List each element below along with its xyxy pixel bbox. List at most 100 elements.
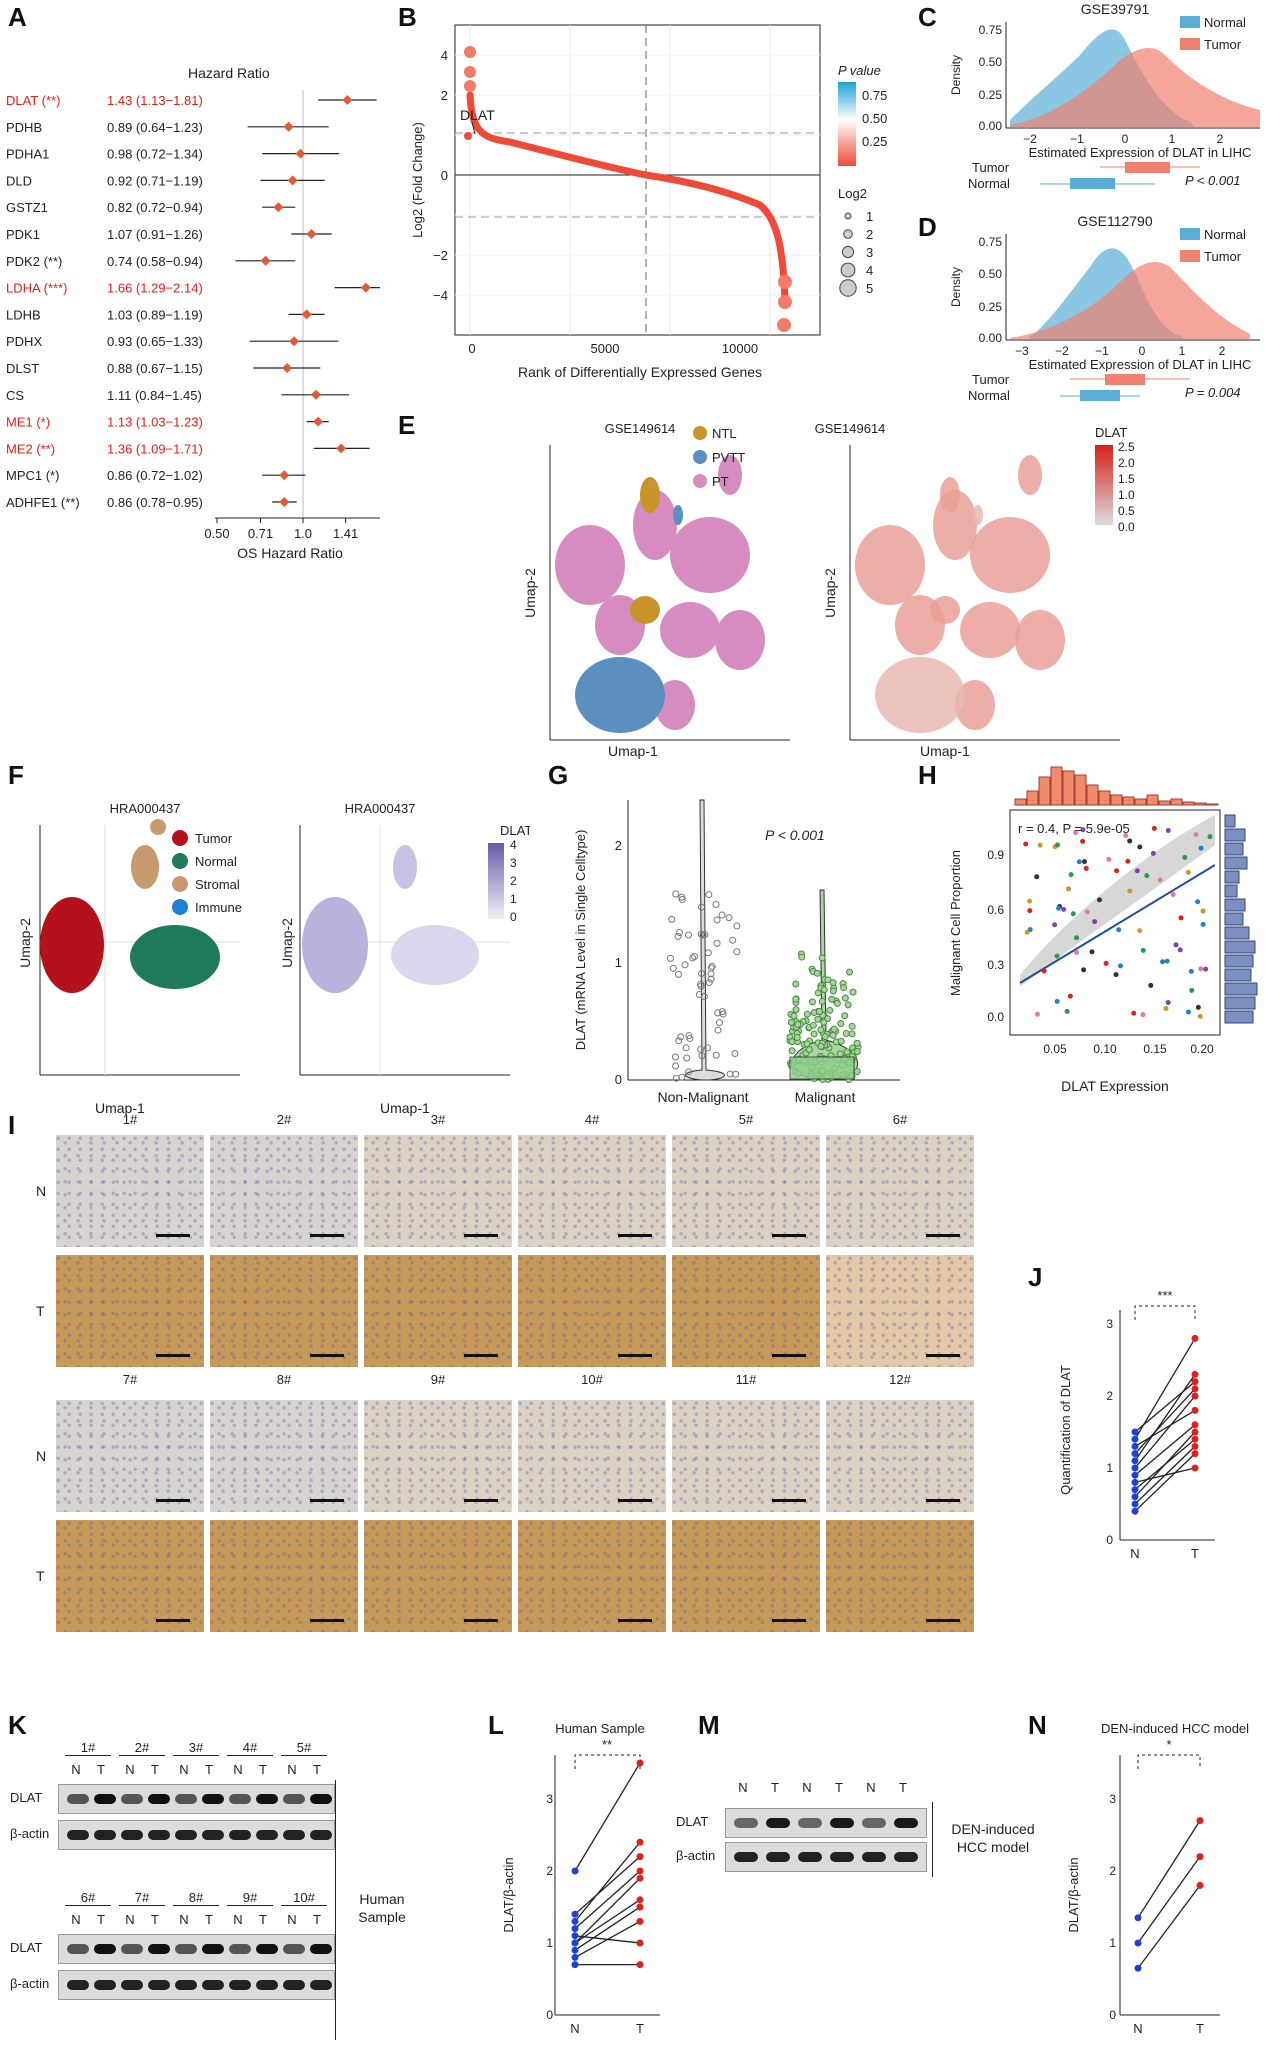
scatter-point xyxy=(1165,827,1171,833)
ihc-sample-label: 10# xyxy=(581,1372,603,1387)
p-value-legend-title: P value xyxy=(838,63,881,78)
blot-lane-label: N xyxy=(287,1762,297,1777)
waterfall-y-tick: 4 xyxy=(441,48,448,63)
umap-cluster xyxy=(640,477,660,513)
scatter-point xyxy=(1080,838,1086,844)
umap-f-left-x-label: Umap-1 xyxy=(95,1100,145,1116)
umap-e-right-y-label: Umap-2 xyxy=(821,568,838,618)
waterfall-plot: DLAT 4 2 0 −2 −4 0 5000 10000 Log2 (Fold Chang… xyxy=(410,24,887,380)
scale-bar xyxy=(156,1234,190,1237)
blot-band xyxy=(94,1794,116,1804)
legend-pvtt: PVTT xyxy=(712,450,745,465)
forest-gene-label: PDK1 xyxy=(6,227,40,242)
density-x-tick: 2 xyxy=(1217,132,1224,146)
confidence-band xyxy=(1020,815,1215,987)
umap-f-right-x-label: Umap-1 xyxy=(380,1100,430,1116)
scale-bar xyxy=(310,1619,344,1622)
blot-lane-label: T xyxy=(205,1762,213,1777)
density-x-tick: 0 xyxy=(1139,344,1146,358)
e-scale-tick: 0.0 xyxy=(1118,520,1135,534)
violin-point xyxy=(718,911,726,919)
scale-bar xyxy=(772,1499,806,1502)
violin-point xyxy=(712,1051,720,1059)
paired-y-tick: 3 xyxy=(546,1792,553,1806)
histogram-bar xyxy=(1074,774,1087,806)
blot-lane-label: N xyxy=(179,1912,189,1927)
blot-band xyxy=(121,1944,143,1954)
scatter-x-tick: 0.15 xyxy=(1143,1042,1167,1056)
violin-y-label: DLAT (mRNA Level in Single Celltype) xyxy=(573,830,588,1051)
violin-point xyxy=(842,1029,850,1037)
forest-hr-label: 0.93 (0.65−1.33) xyxy=(107,334,203,349)
blot-band xyxy=(229,1830,251,1840)
scatter-point xyxy=(1164,958,1170,964)
violin-point xyxy=(726,1070,734,1078)
paired-y-tick: 3 xyxy=(1109,1792,1116,1806)
tumor-point xyxy=(1191,1428,1199,1436)
umap-f-right-title: HRA000437 xyxy=(345,801,416,816)
scale-bar xyxy=(618,1354,652,1357)
legend-tumor-dot xyxy=(172,830,188,846)
blot-lane-label: T xyxy=(151,1912,159,1927)
ihc-sample-label: 4# xyxy=(584,1112,600,1127)
waterfall-y-tick: −2 xyxy=(433,248,448,263)
density-x-tick: −1 xyxy=(1095,344,1109,358)
violin-point xyxy=(792,995,800,1003)
violin-point xyxy=(707,970,715,978)
m-band xyxy=(894,1818,918,1828)
e-colorbar xyxy=(1095,445,1113,525)
blot-band xyxy=(310,1944,332,1954)
waterfall-big-point xyxy=(464,66,476,78)
blot-sample-label: 5# xyxy=(281,1740,327,1756)
violin-point xyxy=(810,1030,818,1038)
histogram-bar xyxy=(1086,784,1099,806)
scatter-point xyxy=(1165,999,1171,1005)
ihc-sample-label: 12# xyxy=(889,1372,911,1387)
p-value-tick: 0.25 xyxy=(862,134,887,149)
forest-gene-label: DLAT (**) xyxy=(6,93,60,108)
violin-point xyxy=(685,1068,693,1076)
scatter-y-tick: 0.9 xyxy=(987,848,1004,862)
violin-point xyxy=(837,1037,845,1045)
n-sig: * xyxy=(1166,1737,1171,1752)
forest-gene-label: MPC1 (*) xyxy=(6,468,59,483)
waterfall-big-point xyxy=(778,295,792,309)
violin-point xyxy=(704,949,712,957)
umap-expression-cluster xyxy=(1015,610,1065,670)
violin-point xyxy=(733,922,741,930)
scatter-point xyxy=(1189,987,1195,993)
density-c-title: GSE39791 xyxy=(1081,1,1150,17)
density-y-tick: 0.75 xyxy=(979,235,1003,249)
blot-band xyxy=(67,1980,89,1990)
scale-bar xyxy=(310,1234,344,1237)
ihc-tile xyxy=(518,1400,666,1512)
scale-bar xyxy=(310,1499,344,1502)
histogram-bar xyxy=(1182,801,1195,806)
scatter-point xyxy=(1081,859,1087,865)
size-legend-title: Log2 xyxy=(838,186,867,201)
violin-cat-nonmalignant: Non-Malignant xyxy=(657,1089,748,1105)
normal-point xyxy=(571,1939,579,1947)
violin-point xyxy=(695,991,703,999)
scatter-point xyxy=(1140,947,1146,953)
blot-band xyxy=(202,1794,224,1804)
ihc-sample-label: 5# xyxy=(738,1112,754,1127)
m-band xyxy=(830,1852,854,1862)
scatter-point xyxy=(1200,921,1206,927)
umap-cluster xyxy=(655,680,695,730)
size-legend-circle xyxy=(840,262,856,278)
ihc-tile xyxy=(672,1520,820,1632)
forest-gene-label: PDHB xyxy=(6,120,42,135)
m-row-label: DLAT xyxy=(676,1814,709,1829)
scatter-point xyxy=(1054,998,1060,1004)
blot-lane-label: T xyxy=(151,1762,159,1777)
forest-hr-label: 0.98 (0.72−1.34) xyxy=(107,147,203,162)
scale-bar xyxy=(156,1499,190,1502)
ihc-tile xyxy=(672,1135,820,1247)
waterfall-y-label: Log2 (Fold Change) xyxy=(410,122,425,238)
scatter-point xyxy=(1203,966,1209,972)
scatter-point xyxy=(1067,993,1073,999)
violin-point xyxy=(817,1042,825,1050)
blot-band xyxy=(121,1980,143,1990)
scale-bar xyxy=(156,1619,190,1622)
